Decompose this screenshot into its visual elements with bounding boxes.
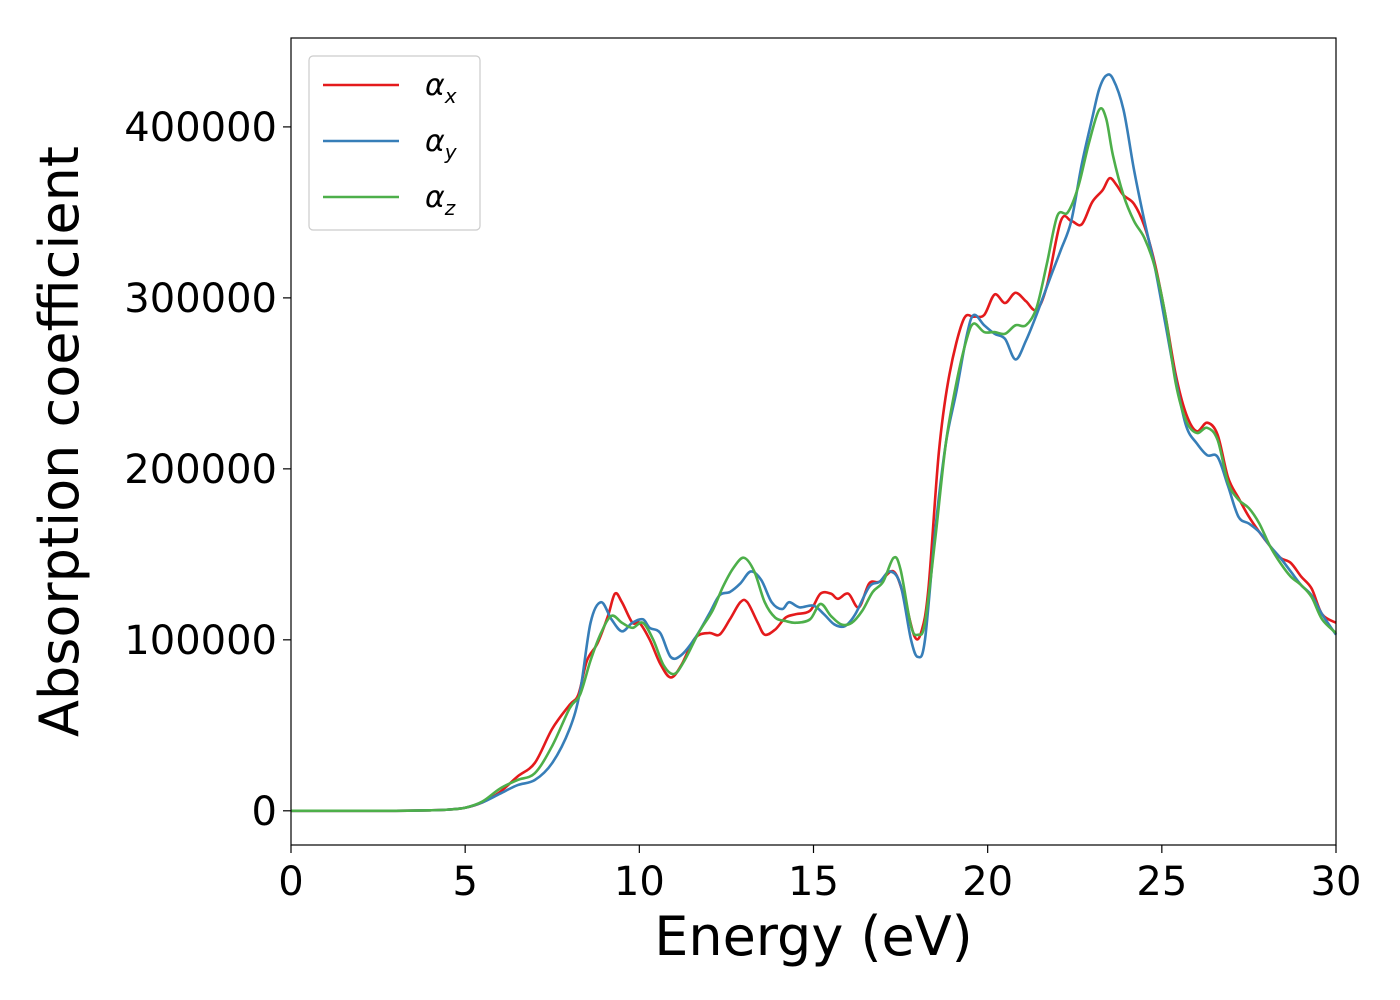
y-tick-label: 100000 (124, 618, 277, 664)
x-tick-label: 5 (452, 859, 477, 905)
y-tick-label: 400000 (124, 105, 277, 151)
x-tick-label: 20 (962, 859, 1013, 905)
x-tick-label: 10 (614, 859, 665, 905)
y-tick-label: 300000 (124, 276, 277, 322)
x-axis-label: Energy (eV) (654, 905, 973, 968)
series-line-alpha-z (290, 106, 1337, 813)
x-tick-label: 25 (1136, 859, 1187, 905)
y-axis-label: Absorption coefficient (28, 146, 91, 737)
x-tick-label: 30 (1311, 859, 1362, 905)
y-tick-label: 0 (252, 789, 277, 835)
y-tick-label: 200000 (124, 447, 277, 493)
legend-symbol: α (425, 68, 445, 103)
legend-symbol: α (425, 180, 445, 215)
legend-box (308, 55, 481, 231)
legend-label-alpha-x: αx (425, 68, 457, 108)
x-tick-label: 0 (278, 859, 303, 905)
legend-symbol: α (425, 124, 445, 159)
legend-subscript: y (444, 140, 458, 164)
legend-label-alpha-z: αz (425, 180, 456, 220)
legend-subscript: z (444, 196, 456, 220)
x-tick-label: 15 (788, 859, 839, 905)
legend-label-alpha-y: αy (425, 124, 458, 164)
ticks-layer: 0 5 10 15 20 25 30 0 100000 200000 300000 400000 (124, 105, 1361, 905)
series-layer (290, 73, 1338, 813)
legend-subscript: x (444, 84, 457, 108)
